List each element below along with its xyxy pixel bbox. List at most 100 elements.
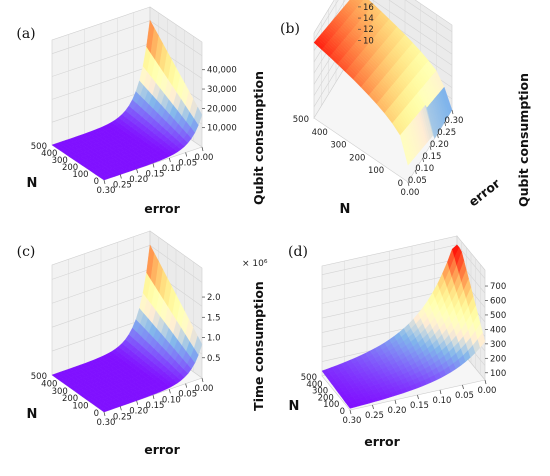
y-tick-label: 300: [52, 156, 68, 166]
z-multiplier: × 10⁶: [242, 259, 268, 269]
z-tick-label: 2.0: [207, 293, 221, 303]
x-tick-label: 0.00: [195, 153, 214, 163]
x-tick-label: 0.10: [162, 164, 181, 174]
x-tick-label: 0.20: [430, 140, 449, 150]
z-tick-label: 14: [363, 14, 374, 24]
z-tick-label: 400: [490, 325, 506, 335]
x-tick-label: 0.30: [97, 418, 116, 428]
x-tick-mark: [439, 389, 442, 395]
panel-label: (d): [288, 244, 308, 260]
x-tick-mark: [414, 169, 417, 175]
y-axis-label: N: [27, 176, 38, 191]
x-tick-mark: [152, 394, 155, 400]
x-tick-mark: [136, 168, 139, 174]
surface: [321, 244, 486, 409]
x-tick-label: 0.20: [388, 406, 407, 416]
z-tick-label: 600: [490, 296, 506, 306]
x-tick-label: 0.15: [410, 401, 429, 411]
x-tick-mark: [394, 399, 397, 405]
x-tick-mark: [201, 377, 204, 383]
x-tick-mark: [436, 133, 439, 139]
z-tick-label: 200: [490, 354, 506, 364]
surface: [313, 0, 453, 166]
z-tick-label: 12: [363, 25, 374, 35]
x-tick-mark: [484, 379, 487, 385]
z-axis-label: Qubit consumption: [516, 73, 531, 207]
z-tick-label: 100: [490, 369, 506, 379]
x-axis-label: error: [144, 201, 180, 216]
y-tick-label: 200: [62, 394, 78, 404]
x-tick-label: 0.10: [415, 164, 434, 174]
y-tick-label: 100: [323, 400, 339, 410]
surface: [51, 244, 203, 413]
x-tick-mark: [372, 404, 374, 410]
surface: [51, 19, 203, 181]
y-tick-label: 400: [312, 128, 328, 138]
x-tick-label: 0.05: [178, 390, 197, 400]
z-tick-label: 300: [490, 340, 506, 350]
x-tick-mark: [407, 181, 410, 187]
z-tick-label: 500: [490, 311, 506, 321]
y-tick-label: 500: [31, 142, 47, 152]
y-tick-label: 100: [72, 170, 88, 180]
x-tick-mark: [152, 163, 155, 168]
x-tick-mark: [168, 389, 171, 394]
y-tick-label: 300: [312, 387, 328, 397]
x-tick-label: 0.15: [423, 152, 442, 162]
y-tick-label: 200: [318, 393, 334, 403]
z-tick-label: 10,000: [207, 124, 237, 134]
x-axis-label: error: [364, 434, 400, 449]
surface-patch: [442, 86, 453, 114]
y-tick-label: 0: [340, 407, 345, 417]
y-axis-label: N: [289, 399, 300, 414]
y-tick-label: 0: [94, 177, 99, 187]
x-tick-mark: [136, 400, 139, 405]
panel-c: 0.300.250.200.150.100.050.00 0 10020030040…: [17, 230, 268, 457]
y-tick-label: 400: [41, 379, 57, 389]
z-tick-label: 1.5: [207, 313, 221, 323]
x-tick-label: 0.20: [129, 407, 148, 417]
y-tick-label: 0: [94, 409, 99, 419]
x-tick-mark: [119, 174, 122, 179]
y-tick-label: 500: [293, 115, 309, 125]
x-tick-label: 0.30: [97, 186, 116, 196]
x-tick-label: 0.10: [433, 396, 452, 406]
y-tick-label: 500: [301, 373, 317, 383]
x-tick-label: 0.05: [455, 391, 474, 401]
y-tick-label: 300: [52, 387, 68, 397]
x-tick-label: 0.10: [162, 395, 181, 405]
surface-patch: [477, 332, 486, 348]
x-tick-mark: [185, 383, 188, 388]
y-tick-label: 200: [62, 163, 78, 173]
z-tick-label: 30,000: [207, 85, 237, 95]
panel-label: (b): [280, 21, 300, 37]
x-tick-label: 0.00: [195, 384, 214, 394]
z-tick-label: 10: [363, 36, 374, 46]
x-tick-label: 0.20: [129, 175, 148, 185]
z-tick-label: 18: [363, 0, 374, 2]
panel-d: 0.30 0.25 0.20 0.15 0.10 0.05 0.00010020030040…: [288, 235, 506, 449]
x-tick-label: 0.05: [178, 159, 197, 169]
x-tick-mark: [119, 406, 122, 411]
x-tick-label: 0.30: [343, 416, 362, 426]
panel-label: (c): [17, 244, 36, 260]
x-tick-mark: [349, 409, 352, 415]
x-axis-label: error: [144, 442, 180, 457]
x-tick-label: 0.30: [445, 116, 464, 126]
z-tick-label: 16: [363, 3, 374, 13]
z-tick-label: 40,000: [207, 66, 237, 76]
x-tick-label: 0.25: [437, 128, 456, 138]
y-tick-label: 200: [349, 153, 365, 163]
x-tick-label: 0.25: [113, 181, 132, 191]
y-tick-label: 500: [31, 372, 47, 382]
y-axis-label: N: [27, 407, 38, 422]
y-tick-label: 100: [368, 166, 384, 176]
x-axis-label: error: [466, 175, 504, 209]
z-tick-label: 1.0: [207, 334, 221, 344]
x-tick-mark: [444, 121, 447, 127]
panel-b: 0.00 0.05 0.10 0.15 0.20 0.25 0.30 0 10020030040…: [280, 0, 531, 217]
z-axis-label: Time consumption: [251, 281, 266, 411]
panel-a: 0.300.250.200.150.100.050.00010020030040…: [16, 6, 266, 216]
surface-patch: [193, 335, 203, 356]
y-tick-label: 400: [41, 149, 57, 159]
